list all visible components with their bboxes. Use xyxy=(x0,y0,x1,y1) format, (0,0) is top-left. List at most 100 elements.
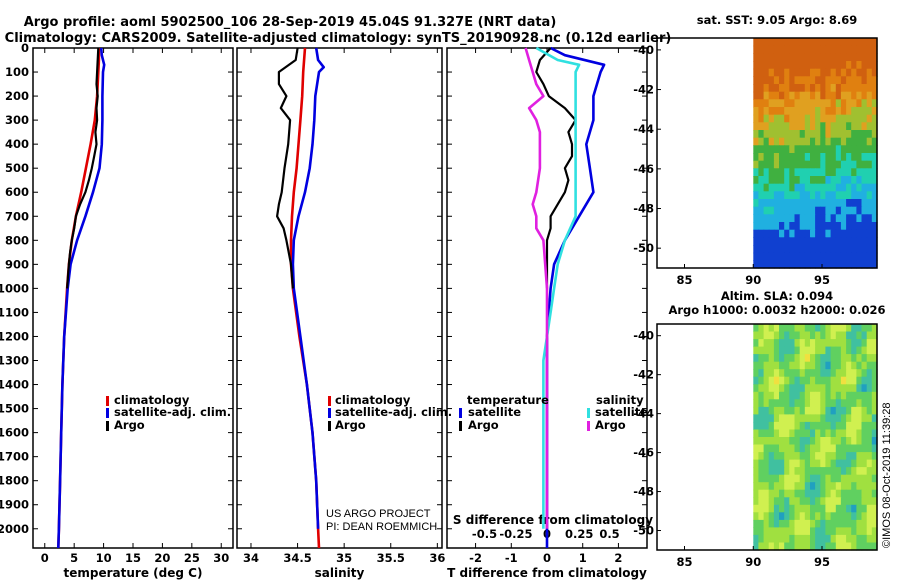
legend-argo-swatch xyxy=(106,421,109,431)
map-cell xyxy=(810,331,816,340)
map-cell xyxy=(763,376,770,385)
map-cell xyxy=(784,260,790,269)
map-cell xyxy=(825,61,832,70)
map-cell xyxy=(773,399,780,408)
map-cell xyxy=(856,199,863,208)
map-cell xyxy=(866,391,873,400)
map-cell xyxy=(815,414,821,423)
map-cell xyxy=(871,414,878,423)
map-cell xyxy=(815,429,821,438)
map-cell xyxy=(799,399,806,408)
y-tick-label: 500 xyxy=(5,161,29,175)
map-cell xyxy=(851,512,857,521)
map-cell xyxy=(753,376,760,385)
map-cell xyxy=(804,324,811,333)
map-cell xyxy=(758,160,765,169)
map-cell xyxy=(851,452,857,461)
map-cell xyxy=(763,504,770,513)
map-cell xyxy=(851,339,857,348)
legend-salinity-title: salinity xyxy=(596,393,644,407)
map-cell xyxy=(779,467,785,476)
map-cell xyxy=(784,324,790,333)
map-cell xyxy=(768,137,775,146)
y-tick-label: 700 xyxy=(5,209,29,223)
map-cell xyxy=(820,376,827,385)
map-cell xyxy=(794,384,801,393)
legend-satellite-label: satellite-adj. clim. xyxy=(335,405,452,419)
map-cell xyxy=(830,437,837,446)
map-cell xyxy=(825,354,832,363)
map-cell xyxy=(856,527,863,536)
map-cell xyxy=(763,61,770,70)
map-cell xyxy=(871,191,878,200)
map-cell xyxy=(835,339,842,348)
map-cell xyxy=(789,527,796,536)
map-cell xyxy=(794,237,801,246)
map-cell xyxy=(758,245,765,254)
map-cell xyxy=(789,467,796,476)
map-cell xyxy=(815,183,821,192)
map-cell xyxy=(794,99,801,108)
map-cell xyxy=(825,459,832,468)
salinity-legend: climatology satellite-adj. clim. Argo US… xyxy=(326,393,452,533)
map-cell xyxy=(851,361,857,370)
map-cell xyxy=(753,534,760,543)
map-cell xyxy=(825,452,832,461)
map-cell xyxy=(861,437,868,446)
map-cell xyxy=(846,437,852,446)
map-y-tick-label: -42 xyxy=(633,368,654,382)
map-cell xyxy=(830,206,837,215)
map-cell xyxy=(846,45,852,54)
map-cell xyxy=(871,376,878,385)
map-cell xyxy=(773,199,780,208)
map-cell xyxy=(815,391,821,400)
map-cell xyxy=(825,384,832,393)
map-cell xyxy=(763,91,770,100)
map-cell xyxy=(820,245,827,254)
map-cell xyxy=(835,429,842,438)
map-cell xyxy=(810,534,816,543)
map-cell xyxy=(830,168,837,177)
map-cell xyxy=(810,489,816,498)
map-cell xyxy=(825,53,832,62)
map-cell xyxy=(779,384,785,393)
map-cell xyxy=(768,459,775,468)
map-cell xyxy=(789,354,796,363)
map-cell xyxy=(794,191,801,200)
map-cell xyxy=(758,391,765,400)
map-cell xyxy=(794,107,801,116)
map-cell xyxy=(866,519,873,528)
map-cell xyxy=(815,489,821,498)
map-cell xyxy=(835,459,842,468)
map-cell xyxy=(825,489,832,498)
map-cell xyxy=(799,452,806,461)
map-cell xyxy=(753,354,760,363)
map-cell xyxy=(830,137,837,146)
map-cell xyxy=(830,237,837,246)
map-cell xyxy=(799,384,806,393)
map-cell xyxy=(779,497,785,506)
map-cell xyxy=(825,361,832,370)
map-cell xyxy=(820,153,827,162)
map-cell xyxy=(758,168,765,177)
map-cell xyxy=(835,245,842,254)
map-cell xyxy=(779,331,785,340)
map-cell xyxy=(815,61,821,70)
map-cell xyxy=(779,414,785,423)
map-cell xyxy=(830,459,837,468)
map-cell xyxy=(815,534,821,543)
map-cell xyxy=(871,130,878,139)
map-cell xyxy=(799,467,806,476)
y-tick-label: 800 xyxy=(5,233,29,247)
map-cell xyxy=(758,459,765,468)
x-tick-label: 10 xyxy=(96,551,112,565)
map-cell xyxy=(794,222,801,231)
map-cell xyxy=(840,153,847,162)
map-cell xyxy=(768,252,775,261)
map-cell xyxy=(856,331,863,340)
map-cell xyxy=(768,214,775,223)
x-tick-label: 30 xyxy=(213,551,229,565)
x-tick-label: 34 xyxy=(243,551,259,565)
map-cell xyxy=(820,542,827,551)
